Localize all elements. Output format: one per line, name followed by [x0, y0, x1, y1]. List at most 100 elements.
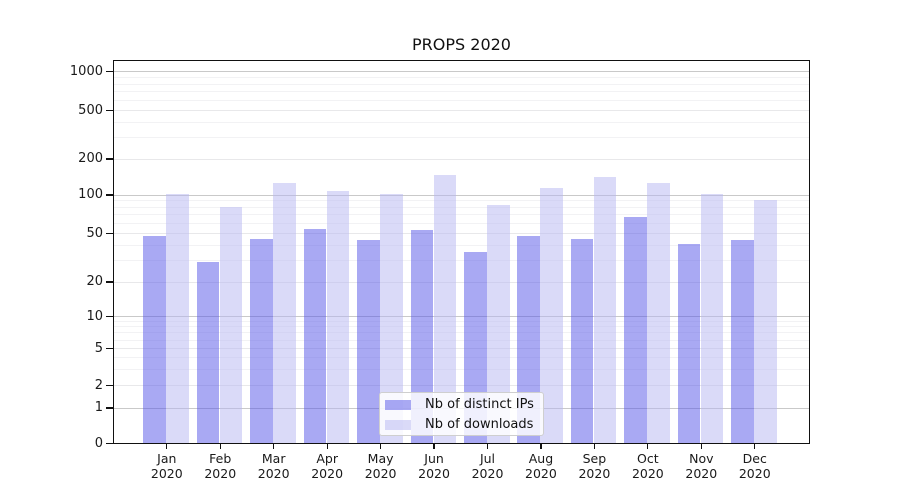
legend-item-downloads: Nb of downloads	[380, 415, 543, 435]
bar-downloads	[540, 187, 563, 444]
legend-label: Nb of downloads	[425, 417, 534, 432]
gridline-minor	[114, 332, 809, 334]
bar-distinct-ips	[731, 240, 754, 444]
x-tick	[647, 444, 649, 449]
x-tick-label: May 2020	[354, 451, 408, 481]
x-tick-month: May	[367, 451, 394, 466]
x-tick	[540, 444, 542, 449]
bar-downloads	[273, 183, 296, 444]
gridline-minor	[114, 137, 809, 139]
y-tick	[106, 384, 113, 387]
legend-swatch-downloads	[385, 420, 411, 430]
gridline-minor	[114, 83, 809, 85]
gridline-secondary	[114, 158, 809, 160]
y-tick	[106, 347, 113, 350]
bar-distinct-ips	[357, 240, 380, 444]
x-tick-label: Jul 2020	[461, 451, 515, 481]
x-tick-label: Oct 2020	[621, 451, 675, 481]
gridline-secondary	[114, 348, 809, 349]
legend-label: Nb of distinct IPs	[425, 397, 534, 412]
y-tick-label: 200	[78, 151, 103, 166]
gridline-minor	[114, 222, 809, 224]
y-tick-label: 0	[94, 435, 103, 451]
x-tick-month: Oct	[637, 451, 659, 466]
x-tick-month: Apr	[316, 451, 338, 466]
x-tick-year: 2020	[204, 466, 237, 481]
y-tick-label: 50	[86, 225, 103, 241]
y-tick-label: 500	[78, 102, 103, 118]
x-tick	[219, 444, 221, 449]
legend-swatch-distinct-ips	[385, 400, 411, 410]
bar-distinct-ips	[410, 230, 434, 444]
x-tick-label: Jun 2020	[407, 451, 461, 481]
gridline-minor	[114, 326, 809, 328]
x-tick-label: Feb 2020	[193, 451, 247, 481]
gridline-secondary	[114, 233, 809, 234]
x-tick-month: Sep	[582, 451, 607, 466]
gridline-minor	[114, 368, 809, 370]
x-tick-month: Jun	[424, 451, 444, 466]
x-tick-year: 2020	[578, 466, 611, 481]
x-tick	[273, 444, 275, 449]
legend: Nb of distinct IPs Nb of downloads	[379, 392, 544, 436]
y-tick-label: 20	[86, 274, 103, 289]
x-tick-month: Dec	[742, 451, 767, 466]
x-tick-label: Sep 2020	[567, 451, 621, 481]
bar-distinct-ips	[196, 262, 220, 444]
gridline-minor	[114, 214, 809, 216]
bar-distinct-ips	[570, 239, 594, 444]
x-tick	[326, 444, 328, 449]
bar-downloads	[487, 205, 510, 444]
gridline-minor	[114, 99, 809, 101]
bar-distinct-ips	[143, 235, 166, 444]
x-tick	[593, 444, 596, 449]
gridline-minor	[114, 121, 809, 123]
bar-downloads	[166, 194, 189, 444]
x-tick-month: Nov	[689, 451, 714, 466]
gridline-minor	[114, 244, 809, 246]
x-tick-label: Mar 2020	[247, 451, 301, 481]
y-tick	[106, 315, 113, 318]
x-tick-year: 2020	[418, 466, 450, 481]
x-tick-year: 2020	[738, 466, 771, 481]
x-tick-month: Jan	[157, 451, 177, 466]
y-tick-label: 1000	[69, 63, 103, 79]
y-tick	[106, 194, 113, 196]
gridline-minor	[114, 260, 809, 262]
bar-distinct-ips	[677, 244, 701, 444]
x-tick	[166, 444, 168, 449]
gridline-secondary	[114, 385, 809, 386]
y-tick	[106, 281, 113, 283]
gridline-minor	[114, 91, 809, 93]
bar-distinct-ips	[517, 235, 540, 444]
x-tick-label: Aug 2020	[514, 451, 568, 481]
y-tick-label: 100	[78, 187, 103, 202]
chart-title: PROPS 2020	[412, 35, 511, 54]
x-tick	[486, 444, 489, 449]
bar-downloads	[326, 191, 350, 444]
x-tick-month: Jul	[479, 451, 496, 466]
x-tick	[754, 444, 756, 449]
y-tick	[106, 70, 113, 73]
gridline-minor	[114, 206, 809, 208]
gridline-secondary	[114, 281, 809, 283]
x-tick-month: Feb	[209, 451, 232, 466]
y-tick	[106, 407, 113, 409]
y-tick	[106, 109, 113, 112]
x-tick-year: 2020	[311, 466, 344, 481]
x-tick-year: 2020	[685, 466, 718, 481]
plot-area-border	[113, 60, 810, 444]
gridline-minor	[114, 357, 809, 358]
gridline-secondary	[114, 110, 809, 111]
y-tick	[106, 232, 113, 235]
x-tick-year: 2020	[631, 466, 664, 481]
bar-downloads	[754, 199, 777, 444]
x-tick-year: 2020	[150, 466, 183, 481]
y-tick-label: 10	[86, 308, 103, 324]
bar-distinct-ips	[624, 217, 647, 444]
y-tick-label: 1	[94, 400, 103, 415]
gridline-minor	[114, 339, 809, 341]
gridline-minor	[114, 320, 809, 322]
bar-downloads	[700, 194, 724, 444]
